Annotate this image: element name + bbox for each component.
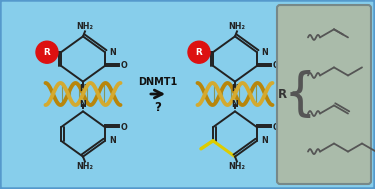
Text: N: N <box>232 100 238 109</box>
Text: NH₂: NH₂ <box>228 22 246 31</box>
Text: O: O <box>273 61 280 70</box>
Text: R =: R = <box>278 88 302 101</box>
Text: N: N <box>261 48 268 57</box>
Text: NH₂: NH₂ <box>228 162 246 171</box>
Text: N: N <box>109 136 116 145</box>
Text: NH₂: NH₂ <box>76 22 93 31</box>
Text: N: N <box>261 136 268 145</box>
FancyBboxPatch shape <box>277 5 371 184</box>
Text: O: O <box>121 123 128 132</box>
Text: N: N <box>80 84 86 93</box>
Text: O: O <box>121 61 128 70</box>
Text: O: O <box>273 123 280 132</box>
Text: {: { <box>284 70 316 119</box>
Circle shape <box>188 41 210 63</box>
Text: ?: ? <box>154 101 161 114</box>
Text: DNMT1: DNMT1 <box>138 77 178 87</box>
Text: N: N <box>232 84 238 93</box>
Text: N: N <box>109 48 116 57</box>
Circle shape <box>36 41 58 63</box>
Text: R: R <box>44 48 50 57</box>
Text: R: R <box>196 48 202 57</box>
Text: N: N <box>80 100 86 109</box>
Text: NH₂: NH₂ <box>76 162 93 171</box>
